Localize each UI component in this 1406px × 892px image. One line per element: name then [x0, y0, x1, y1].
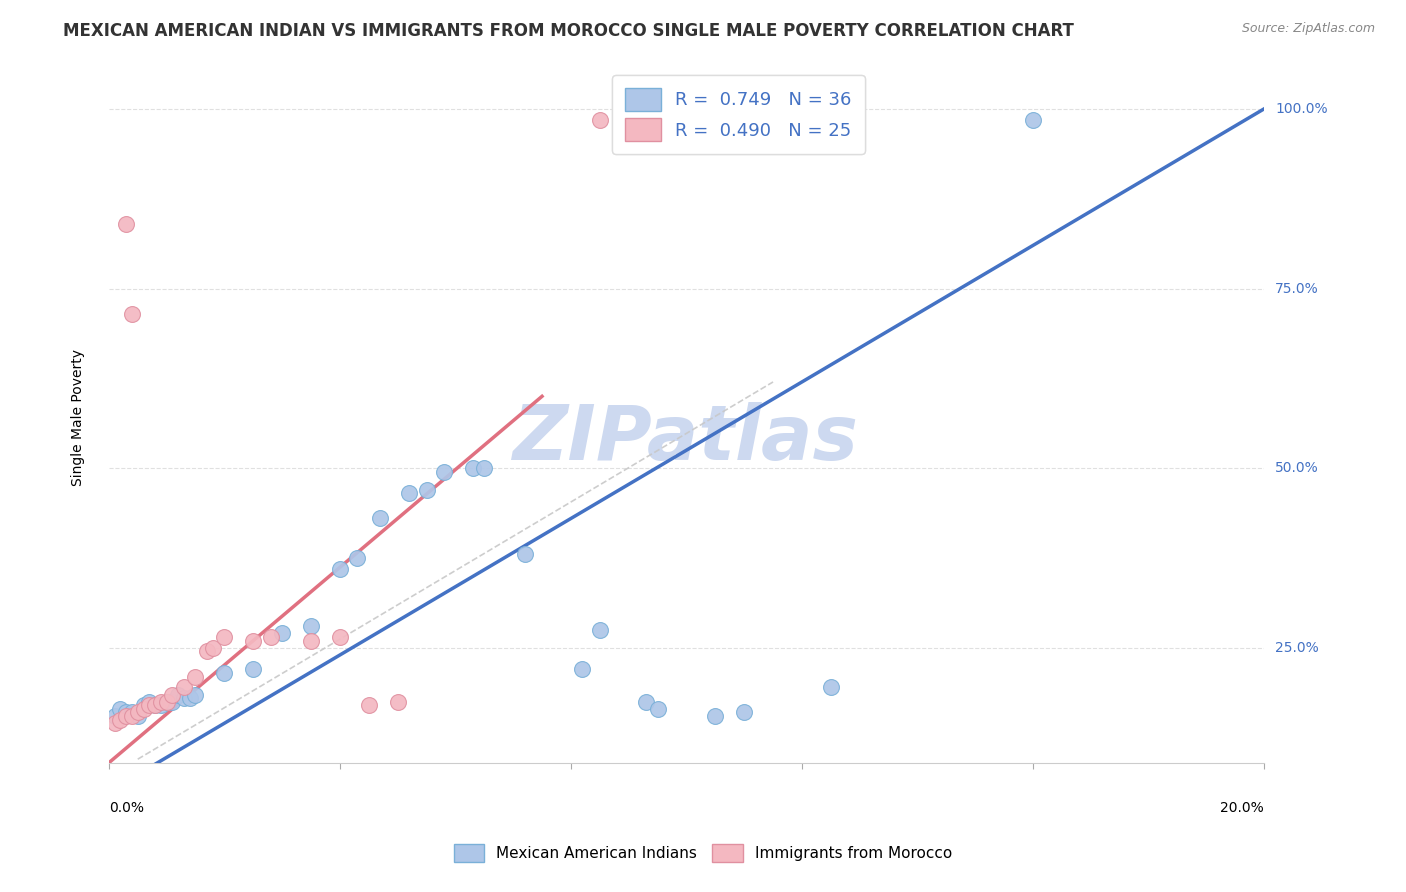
Point [104, 716, 127, 731]
Point [461, 461, 484, 475]
Point [138, 695, 160, 709]
Point [433, 465, 456, 479]
Point [329, 630, 352, 644]
Text: 20.0%: 20.0% [1220, 801, 1264, 814]
Legend: R =  0.749   N = 36, R =  0.490   N = 25: R = 0.749 N = 36, R = 0.490 N = 25 [612, 75, 865, 154]
Point [162, 688, 184, 702]
Point [127, 709, 149, 723]
Y-axis label: Single Male Poverty: Single Male Poverty [72, 350, 86, 486]
Point [589, 623, 612, 637]
Text: 50.0%: 50.0% [1275, 461, 1319, 475]
Point [415, 483, 437, 497]
Point [704, 709, 727, 723]
Point [472, 461, 495, 475]
Point [162, 695, 184, 709]
Point [115, 709, 138, 723]
Point [329, 562, 352, 576]
Point [115, 217, 138, 231]
Point [155, 695, 177, 709]
Point [513, 548, 536, 562]
Point [571, 662, 593, 676]
Point [149, 698, 172, 713]
Point [173, 691, 195, 706]
Point [121, 706, 143, 720]
Point [259, 630, 281, 644]
Point [179, 691, 201, 706]
Point [184, 669, 207, 683]
Text: MEXICAN AMERICAN INDIAN VS IMMIGRANTS FROM MOROCCO SINGLE MALE POVERTY CORRELATI: MEXICAN AMERICAN INDIAN VS IMMIGRANTS FR… [63, 22, 1074, 40]
Point [110, 713, 132, 727]
Point [271, 626, 294, 640]
Point [589, 112, 612, 127]
Point [115, 706, 138, 720]
Point [647, 702, 669, 716]
Point [242, 633, 264, 648]
Point [357, 698, 380, 713]
Point [387, 695, 409, 709]
Text: 75.0%: 75.0% [1275, 282, 1319, 295]
Point [242, 662, 264, 676]
Point [127, 706, 149, 720]
Point [132, 698, 155, 713]
Text: Source: ZipAtlas.com: Source: ZipAtlas.com [1241, 22, 1375, 36]
Point [121, 307, 143, 321]
Text: 25.0%: 25.0% [1275, 640, 1319, 655]
Point [214, 665, 236, 680]
Point [143, 698, 166, 713]
Point [138, 698, 160, 713]
Point [733, 706, 755, 720]
Point [195, 644, 218, 658]
Point [167, 688, 190, 702]
Point [143, 698, 166, 713]
Point [155, 695, 177, 709]
Point [201, 640, 224, 655]
Legend: Mexican American Indians, Immigrants from Morocco: Mexican American Indians, Immigrants fro… [447, 838, 959, 868]
Point [634, 695, 657, 709]
Point [299, 633, 322, 648]
Point [368, 511, 391, 525]
Point [299, 619, 322, 633]
Point [184, 688, 207, 702]
Point [110, 702, 132, 716]
Point [132, 702, 155, 716]
Point [820, 681, 842, 695]
Text: 0.0%: 0.0% [108, 801, 143, 814]
Point [398, 486, 420, 500]
Point [1022, 112, 1045, 127]
Text: ZIPatlas: ZIPatlas [513, 401, 859, 475]
Text: 100.0%: 100.0% [1275, 102, 1327, 116]
Point [121, 709, 143, 723]
Point [173, 681, 195, 695]
Point [346, 551, 368, 566]
Point [149, 695, 172, 709]
Point [104, 709, 127, 723]
Point [214, 630, 236, 644]
